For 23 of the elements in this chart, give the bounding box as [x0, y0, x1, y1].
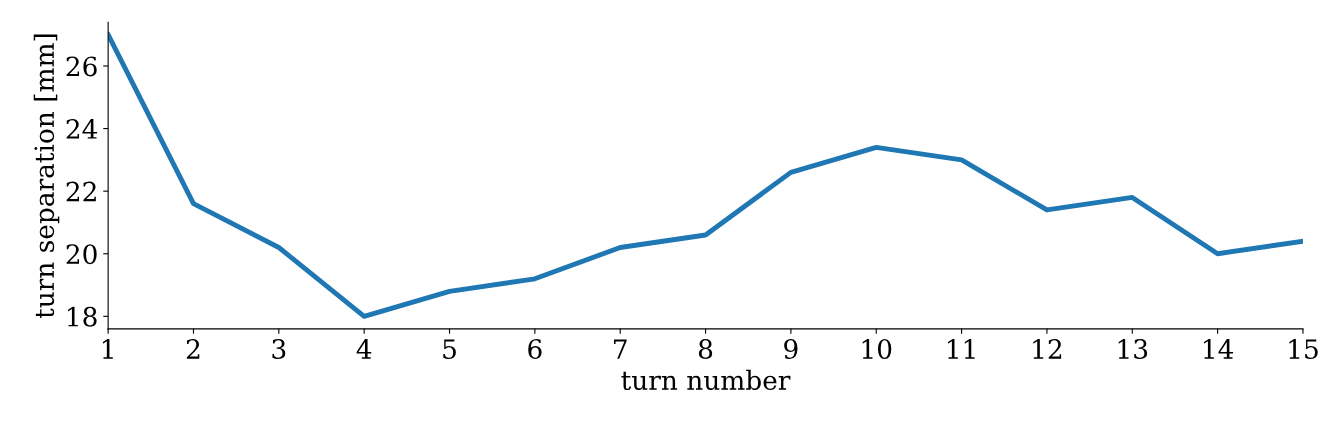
x-tick-label: 8: [698, 339, 713, 360]
line-series: [108, 32, 1303, 319]
y-axis-title: turn separation [mm]: [33, 34, 60, 319]
x-tick-label: 14: [1204, 339, 1234, 359]
x-tick-label: 7: [614, 339, 627, 359]
x-tick-label: 5: [443, 339, 456, 360]
x-tick-label: 10: [862, 339, 892, 360]
x-tick-label: 1: [102, 339, 113, 359]
x-tick-label: 15: [1289, 339, 1318, 360]
y-tick-label: 18: [68, 306, 97, 327]
x-tick-label: 9: [784, 339, 798, 360]
x-axis-title: turn number: [621, 369, 791, 391]
y-tick-label: 24: [66, 119, 98, 139]
x-tick-label: 2: [186, 339, 200, 359]
x-tick-label: 4: [356, 339, 372, 359]
y-tick-label: 20: [66, 244, 97, 265]
x-tick-label: 13: [1118, 339, 1148, 360]
y-tick-label: 26: [66, 56, 97, 77]
x-tick-label: 11: [948, 339, 975, 359]
x-tick-label: 12: [1033, 339, 1062, 359]
x-tick-label: 6: [528, 339, 542, 360]
x-tick-label: 3: [272, 339, 286, 360]
y-tick-label: 22: [66, 181, 96, 202]
